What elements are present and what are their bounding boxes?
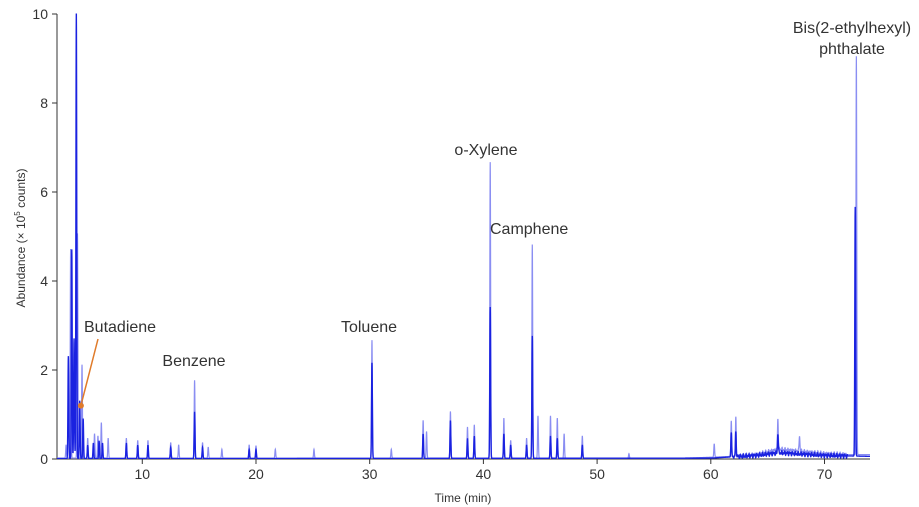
y-axis-title-exponent: 5 [13, 211, 22, 216]
y-axis-title-main: Abundance (× 10 [14, 215, 28, 307]
peak-label: Butadiene [84, 319, 156, 336]
series-line-1 [57, 56, 870, 459]
x-tick-label: 40 [476, 466, 492, 482]
ticks: 10 20 30 40 50 60 70 0 2 4 6 8 10 [32, 6, 832, 482]
x-tick-label: 50 [589, 466, 605, 482]
peak-label: Camphene [490, 221, 568, 238]
y-tick-label: 2 [40, 362, 48, 378]
series-line-2 [57, 13, 870, 459]
traces [57, 13, 870, 459]
x-axis-title: Time (min) [435, 491, 492, 505]
y-axis-title-suffix: counts) [14, 169, 28, 212]
x-tick-label: 60 [703, 466, 719, 482]
peak-label: o-Xylene [454, 142, 517, 159]
x-tick-label: 20 [248, 466, 264, 482]
peak-label: Toluene [341, 319, 397, 336]
y-tick-label: 8 [40, 95, 48, 111]
annotation-marker [77, 402, 84, 409]
y-tick-label: 0 [40, 451, 48, 467]
annotations: Butadiene Benzene Toluene o-Xylene Camphene B… [77, 20, 911, 409]
x-tick-label: 30 [362, 466, 378, 482]
peak-label: Benzene [162, 353, 225, 370]
peak-label-line-2: phthalate [819, 41, 885, 58]
y-tick-label: 10 [32, 6, 48, 22]
annotation-leader-line [80, 338, 99, 406]
x-tick-label: 10 [134, 466, 150, 482]
x-tick-label: 70 [817, 466, 833, 482]
y-tick-label: 4 [40, 273, 48, 289]
axes [56, 14, 870, 460]
y-axis-title: Abundance (× 105 counts) [13, 169, 28, 308]
y-tick-label: 6 [40, 184, 48, 200]
peak-label-line-1: Bis(2-ethylhexyl) [793, 20, 911, 37]
peak-label: Bis(2-ethylhexyl) phthalate [793, 20, 911, 58]
